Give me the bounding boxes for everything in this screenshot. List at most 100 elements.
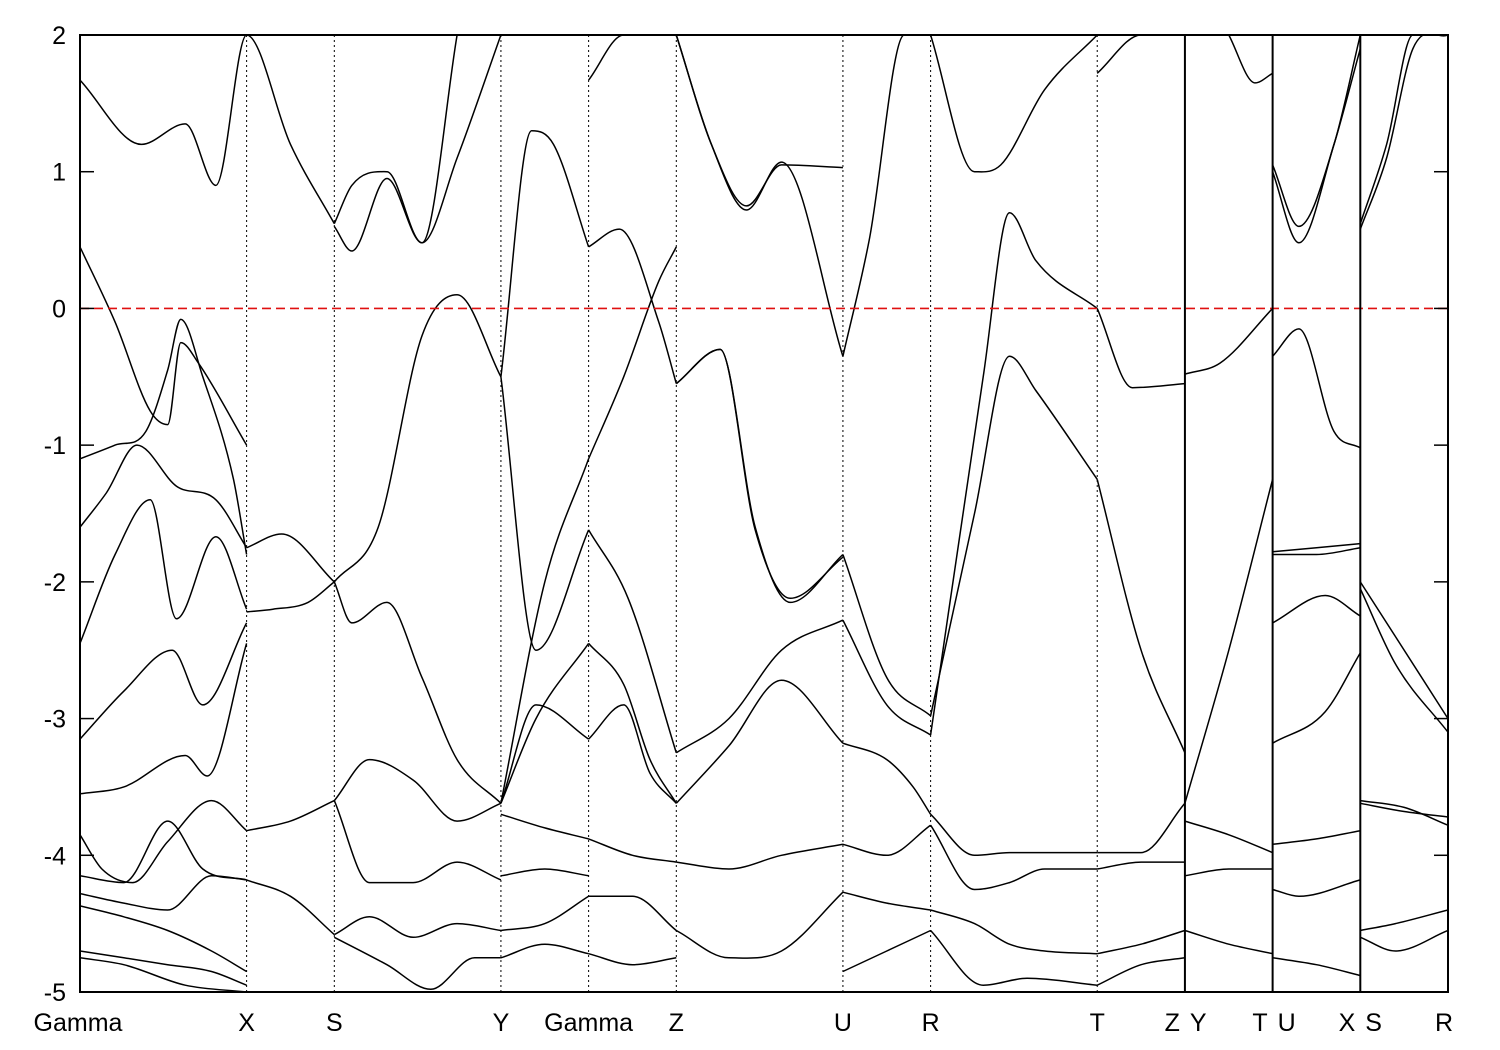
band-line-62 [929,824,1098,891]
band-line-37 [587,529,678,754]
band-line-9 [80,875,247,911]
band-line-85 [1272,829,1361,846]
band-line-5 [80,622,248,740]
band-line-90 [1359,581,1448,720]
band-line-6 [80,643,248,795]
y-tick-label-2: 0 [52,295,66,323]
band-line-78 [1271,35,1362,228]
band-line-3 [80,444,248,549]
band-line-32 [500,895,589,932]
band-line-61 [930,813,1098,857]
band-line-29 [500,704,590,804]
band-line-64 [930,929,1098,986]
band-line-20 [333,581,502,804]
band-line-35 [588,228,678,384]
band-line-7 [80,799,248,884]
kpoint-label-12: U [1278,1009,1296,1037]
kpoint-label-11: T [1252,1009,1267,1037]
band-line-2 [80,318,248,555]
band-line-0 [80,35,335,225]
kpoint-label-14: S [1365,1009,1382,1037]
band-line-50 [675,891,844,959]
band-line-1 [80,246,248,446]
band-line-72 [1184,307,1274,375]
y-tick-label-3: -1 [44,432,66,460]
band-line-75 [1184,868,1273,877]
kpoint-label-8: T [1090,1009,1105,1037]
band-line-70 [1096,957,1186,986]
band-line-55 [842,824,932,857]
band-line-83 [1272,594,1361,624]
kpoint-gridlines [246,35,1098,992]
band-line-31 [500,868,589,877]
kpoint-label-9: Z [1165,1009,1180,1037]
band-line-15 [246,799,335,832]
band-line-17 [333,35,502,244]
band-line-46 [675,35,843,207]
kpoint-label-5: Z [669,1009,684,1037]
band-line-19 [333,294,502,583]
y-tick-label-5: -3 [44,706,66,734]
band-line-93 [1360,802,1448,818]
band-line-53 [842,619,932,736]
band-line-27 [500,376,590,651]
band-line-34 [588,35,677,81]
band-line-94 [1360,909,1448,932]
band-line-87 [1272,957,1361,977]
band-line-58 [929,355,1098,716]
band-line-24 [333,936,501,991]
y-axis: 2 1 0 -1 -2 -3 -4 -5 [44,22,1448,1007]
band-line-86 [1272,879,1361,898]
band-line-95 [1360,929,1448,952]
band-line-23 [333,916,502,939]
kpoint-label-7: R [922,1009,940,1037]
band-line-52 [842,554,932,717]
band-line-13 [246,581,335,613]
y-tick-label-1: 1 [52,159,66,187]
band-line-68 [1097,861,1185,870]
band-line-49 [676,843,844,870]
band-line-12 [80,957,247,992]
band-line-36 [587,246,677,460]
band-line-76 [1184,929,1273,955]
kpoint-label-4: Gamma [544,1009,633,1037]
band-line-25 [500,129,590,377]
band-line-38 [588,642,677,804]
band-line-63 [930,909,1098,955]
plot-frame [79,34,1449,993]
band-line-43 [675,348,844,604]
band-line-44 [675,348,844,600]
band-line-56 [842,891,931,911]
band-line-40 [588,838,677,863]
band-line-80 [1272,328,1361,449]
band-line-21 [333,758,502,822]
band-line-18 [333,35,458,252]
kpoint-label-3: Y [493,1009,510,1037]
band-line-67 [1097,802,1186,854]
kpoint-label-0: Gamma [34,1009,123,1037]
y-tick-label-7: -5 [44,979,66,1007]
kpoint-label-2: S [326,1009,343,1037]
y-tick-label-0: 2 [52,22,66,50]
band-line-79 [1271,48,1362,244]
band-line-57 [842,929,931,973]
band-line-22 [333,800,502,884]
band-line-42 [588,952,677,966]
band-line-30 [500,813,589,840]
kpoint-label-6: U [834,1009,852,1037]
band-line-51 [842,35,931,357]
band-line-71 [1096,35,1185,74]
band-lines [80,35,1448,992]
band-line-11 [80,950,247,986]
band-line-16 [246,879,335,936]
band-line-89 [1359,35,1448,230]
band-line-8 [80,820,247,884]
band-line-73 [1184,479,1274,804]
band-line-82 [1272,546,1361,556]
band-line-47 [675,619,844,754]
kpoint-label-10: Y [1190,1009,1207,1037]
band-line-65 [1096,308,1185,389]
band-line-92 [1360,799,1448,826]
band-line-66 [1096,479,1186,754]
